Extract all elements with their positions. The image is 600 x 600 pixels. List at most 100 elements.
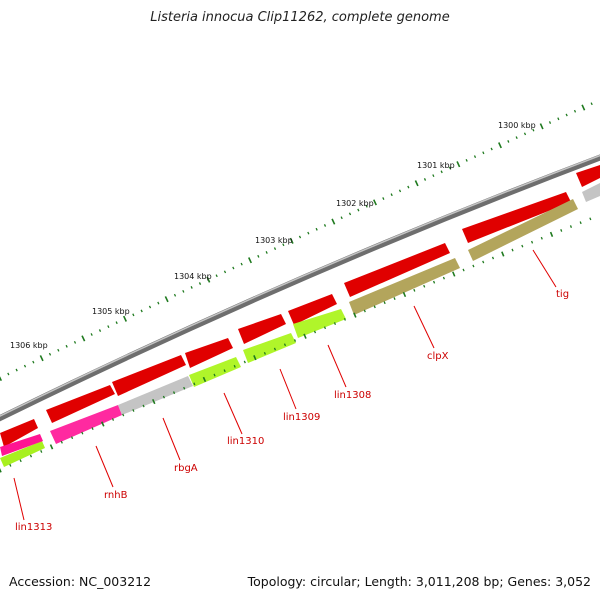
scale-tick [482,260,485,264]
scale-tick [340,216,343,220]
scale-tick [162,395,166,399]
scale-tick [81,335,86,342]
scale-tick [183,386,186,390]
scale-tick [398,189,402,193]
gene-label: rbgA [174,463,198,474]
scale-tick [462,268,465,272]
gene-feature-forward [46,385,115,423]
scale-tick [215,274,218,278]
gene-feature-forward [344,243,450,297]
scale-tick [523,132,527,136]
scale-tick [39,355,44,362]
scale-tick [473,155,477,159]
scale-tick [0,468,2,473]
scale-tick [393,297,396,300]
scale-tick [442,276,445,280]
gene-feature-forward [112,355,186,396]
gene-labels: tig clpX lin1308 lin1309 lin1310 rbgA rn… [15,289,569,533]
scale-tick [515,136,518,140]
gene-feature-clpX [349,258,460,315]
gene-feature-grey-end [582,183,600,202]
scale-label: 1303 kbp [255,236,293,245]
scale-tick [383,301,386,305]
scale-tick [521,244,524,248]
gene-label: lin1310 [227,436,264,447]
forward-strand-track [0,165,600,447]
scale-tick [289,237,294,244]
scale-tick [298,235,302,239]
scale-tick [90,333,93,336]
scale-tick [248,257,252,264]
scale-tick [122,413,125,417]
scale-tick [432,174,435,178]
scale-tick [49,444,54,450]
scale-tick [456,161,461,168]
gene-feature-forward [185,338,233,368]
scale-tick [19,459,22,463]
scale-tick [313,330,317,334]
scale-tick [142,404,145,408]
scale-tick [223,369,226,373]
gene-label: tig [556,289,569,300]
scale-tick [472,264,475,268]
scale-tick [423,284,426,288]
gene-label: lin1309 [283,412,320,423]
scale-label: 1300 kbp [498,121,536,130]
scale-tick [101,421,105,427]
scale-tick [353,312,357,318]
scale-label: 1306 kbp [10,341,48,350]
scale-tick [233,364,236,368]
scale-tick [293,339,297,342]
scale-tick [132,313,135,317]
scale-tick [157,301,160,305]
scale-tick [507,140,510,143]
scale-tick [173,293,177,297]
scale-tick [132,409,135,412]
scale-tick [452,271,456,277]
scale-tick [152,398,156,405]
gene-label: rnhB [104,490,128,501]
scale-tick [569,225,573,228]
scale-tick [7,372,10,376]
scale-tick [315,227,318,231]
scale-tick [48,352,52,356]
scale-tick [91,427,94,430]
scale-tick [111,418,115,421]
scale-tick [70,436,74,440]
scale-tick [243,360,246,364]
scale-tick [57,348,60,352]
scale-tick [343,317,346,321]
scale-label: 1302 kbp [336,199,374,208]
gene-feature-forward [576,165,600,187]
scale-tick [29,454,33,458]
scale-tick [323,224,327,227]
scale-tick [193,382,196,386]
scale-tick [565,113,568,117]
gene-feature-lin1309 [243,333,296,363]
scale-tick [107,325,110,329]
genome-stats-text: Topology: circular; Length: 3,011,208 bp… [247,574,591,589]
scale-tick [414,180,419,187]
gene-feature-rnhB [50,405,122,444]
scale-tick [263,351,267,355]
scale-tick [240,262,243,266]
scale-tick [589,217,592,221]
scale-tick [573,109,577,113]
scale-tick [223,270,227,274]
scale-tick [348,212,352,216]
scale-tick [307,231,310,235]
scale-tick [448,166,452,170]
scale-tick [303,333,307,339]
accession-text: Accession: NC_003212 [9,574,152,589]
reverse-strand-track [0,183,600,467]
scale-tick [206,276,211,283]
scale-tick [357,208,360,212]
scale-tick [557,117,560,121]
outer-scale-ticks [0,102,593,382]
scale-tick [115,321,118,325]
inner-scale-ticks [0,217,592,473]
scale-tick [539,123,544,130]
gene-feature-forward [238,314,286,344]
scale-tick [511,248,514,252]
